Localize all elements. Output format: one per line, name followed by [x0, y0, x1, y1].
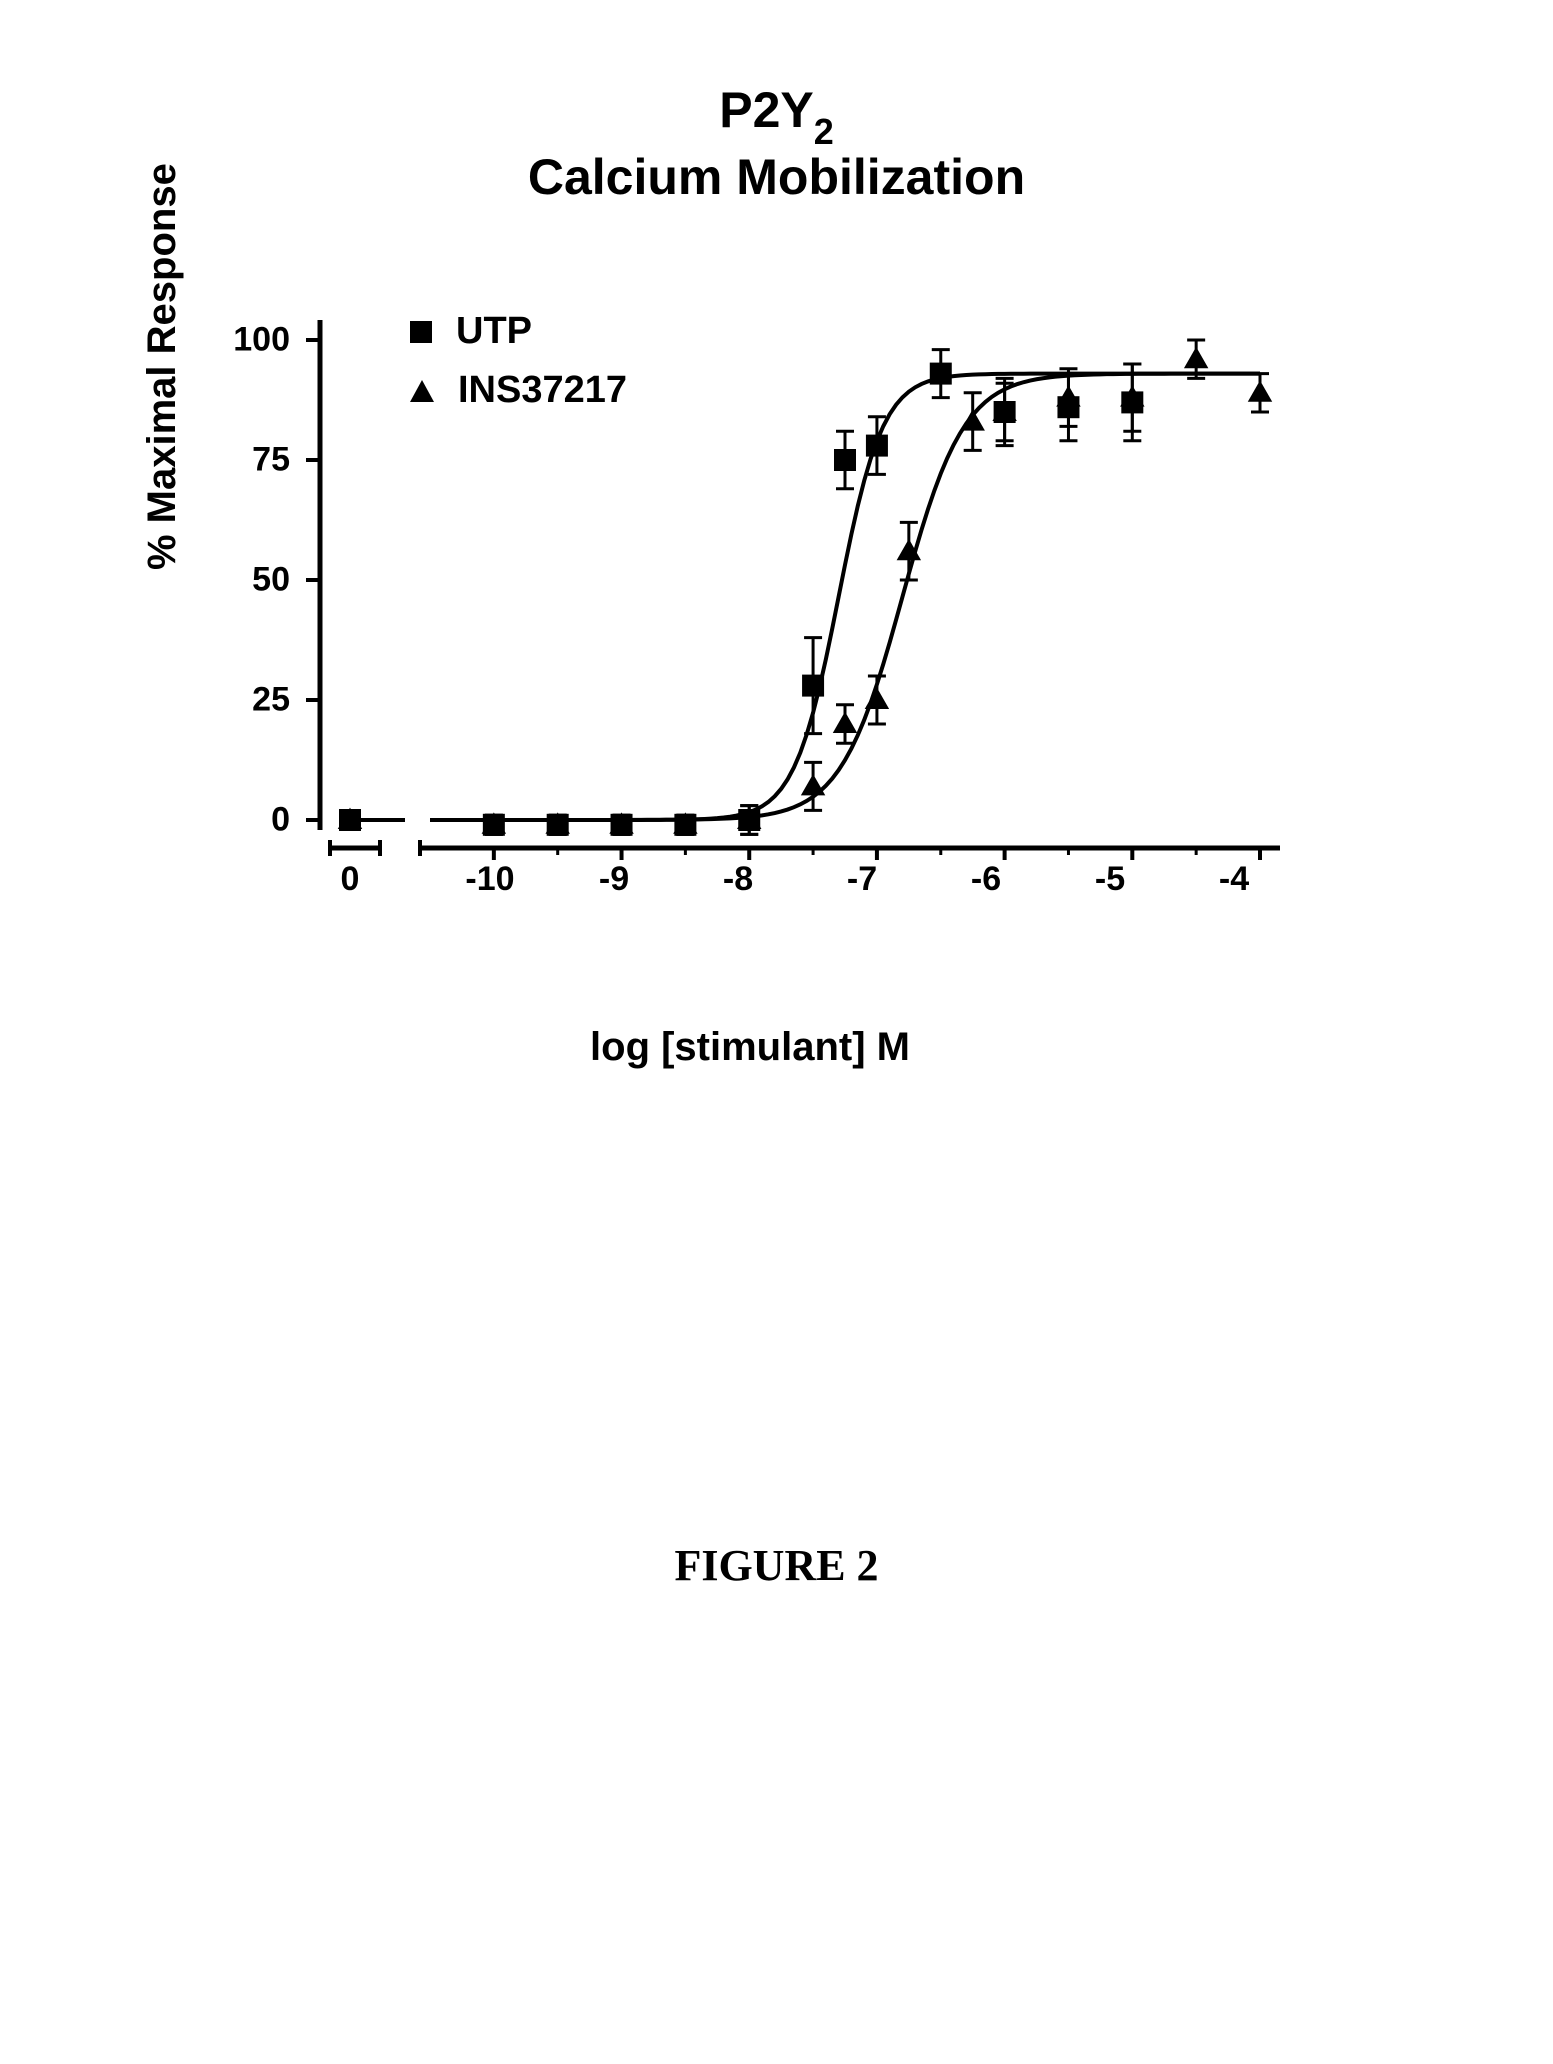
- x-axis-label: log [stimulant] M: [200, 1025, 1300, 1070]
- y-tick-50: 50: [252, 561, 290, 600]
- x-tick--6: -6: [971, 860, 1001, 899]
- x-tick--7: -7: [847, 860, 877, 899]
- title-prefix: P2Y: [719, 82, 814, 138]
- x-tick--8: -8: [723, 860, 753, 899]
- legend-label-utp: UTP: [456, 310, 532, 353]
- legend-item-ins: INS37217: [410, 369, 627, 412]
- title-line-1: P2Y2: [0, 80, 1553, 147]
- legend-item-utp: UTP: [410, 310, 627, 353]
- y-axis-label: % Maximal Response: [140, 163, 185, 570]
- title-subscript: 2: [814, 111, 834, 152]
- x-tick--9: -9: [599, 860, 629, 899]
- chart-title: P2Y2 Calcium Mobilization: [0, 80, 1553, 207]
- y-tick-0: 0: [271, 801, 290, 840]
- chart-area: % Maximal Response 100 75 50 25 0 0 -10 …: [200, 300, 1300, 940]
- y-tick-100: 100: [233, 321, 290, 360]
- x-tick--10: -10: [465, 860, 514, 899]
- plot-svg: [200, 300, 1300, 940]
- page: P2Y2 Calcium Mobilization % Maximal Resp…: [0, 0, 1553, 2064]
- legend: UTP INS37217: [410, 310, 627, 428]
- y-tick-75: 75: [252, 441, 290, 480]
- triangle-icon: [410, 380, 434, 402]
- y-tick-25: 25: [252, 681, 290, 720]
- x-tick-zero: 0: [341, 860, 360, 899]
- title-line-2: Calcium Mobilization: [0, 147, 1553, 207]
- square-icon: [410, 321, 432, 343]
- legend-label-ins: INS37217: [458, 369, 627, 412]
- x-tick--4: -4: [1219, 860, 1249, 899]
- x-tick--5: -5: [1095, 860, 1125, 899]
- figure-caption: FIGURE 2: [0, 1540, 1553, 1591]
